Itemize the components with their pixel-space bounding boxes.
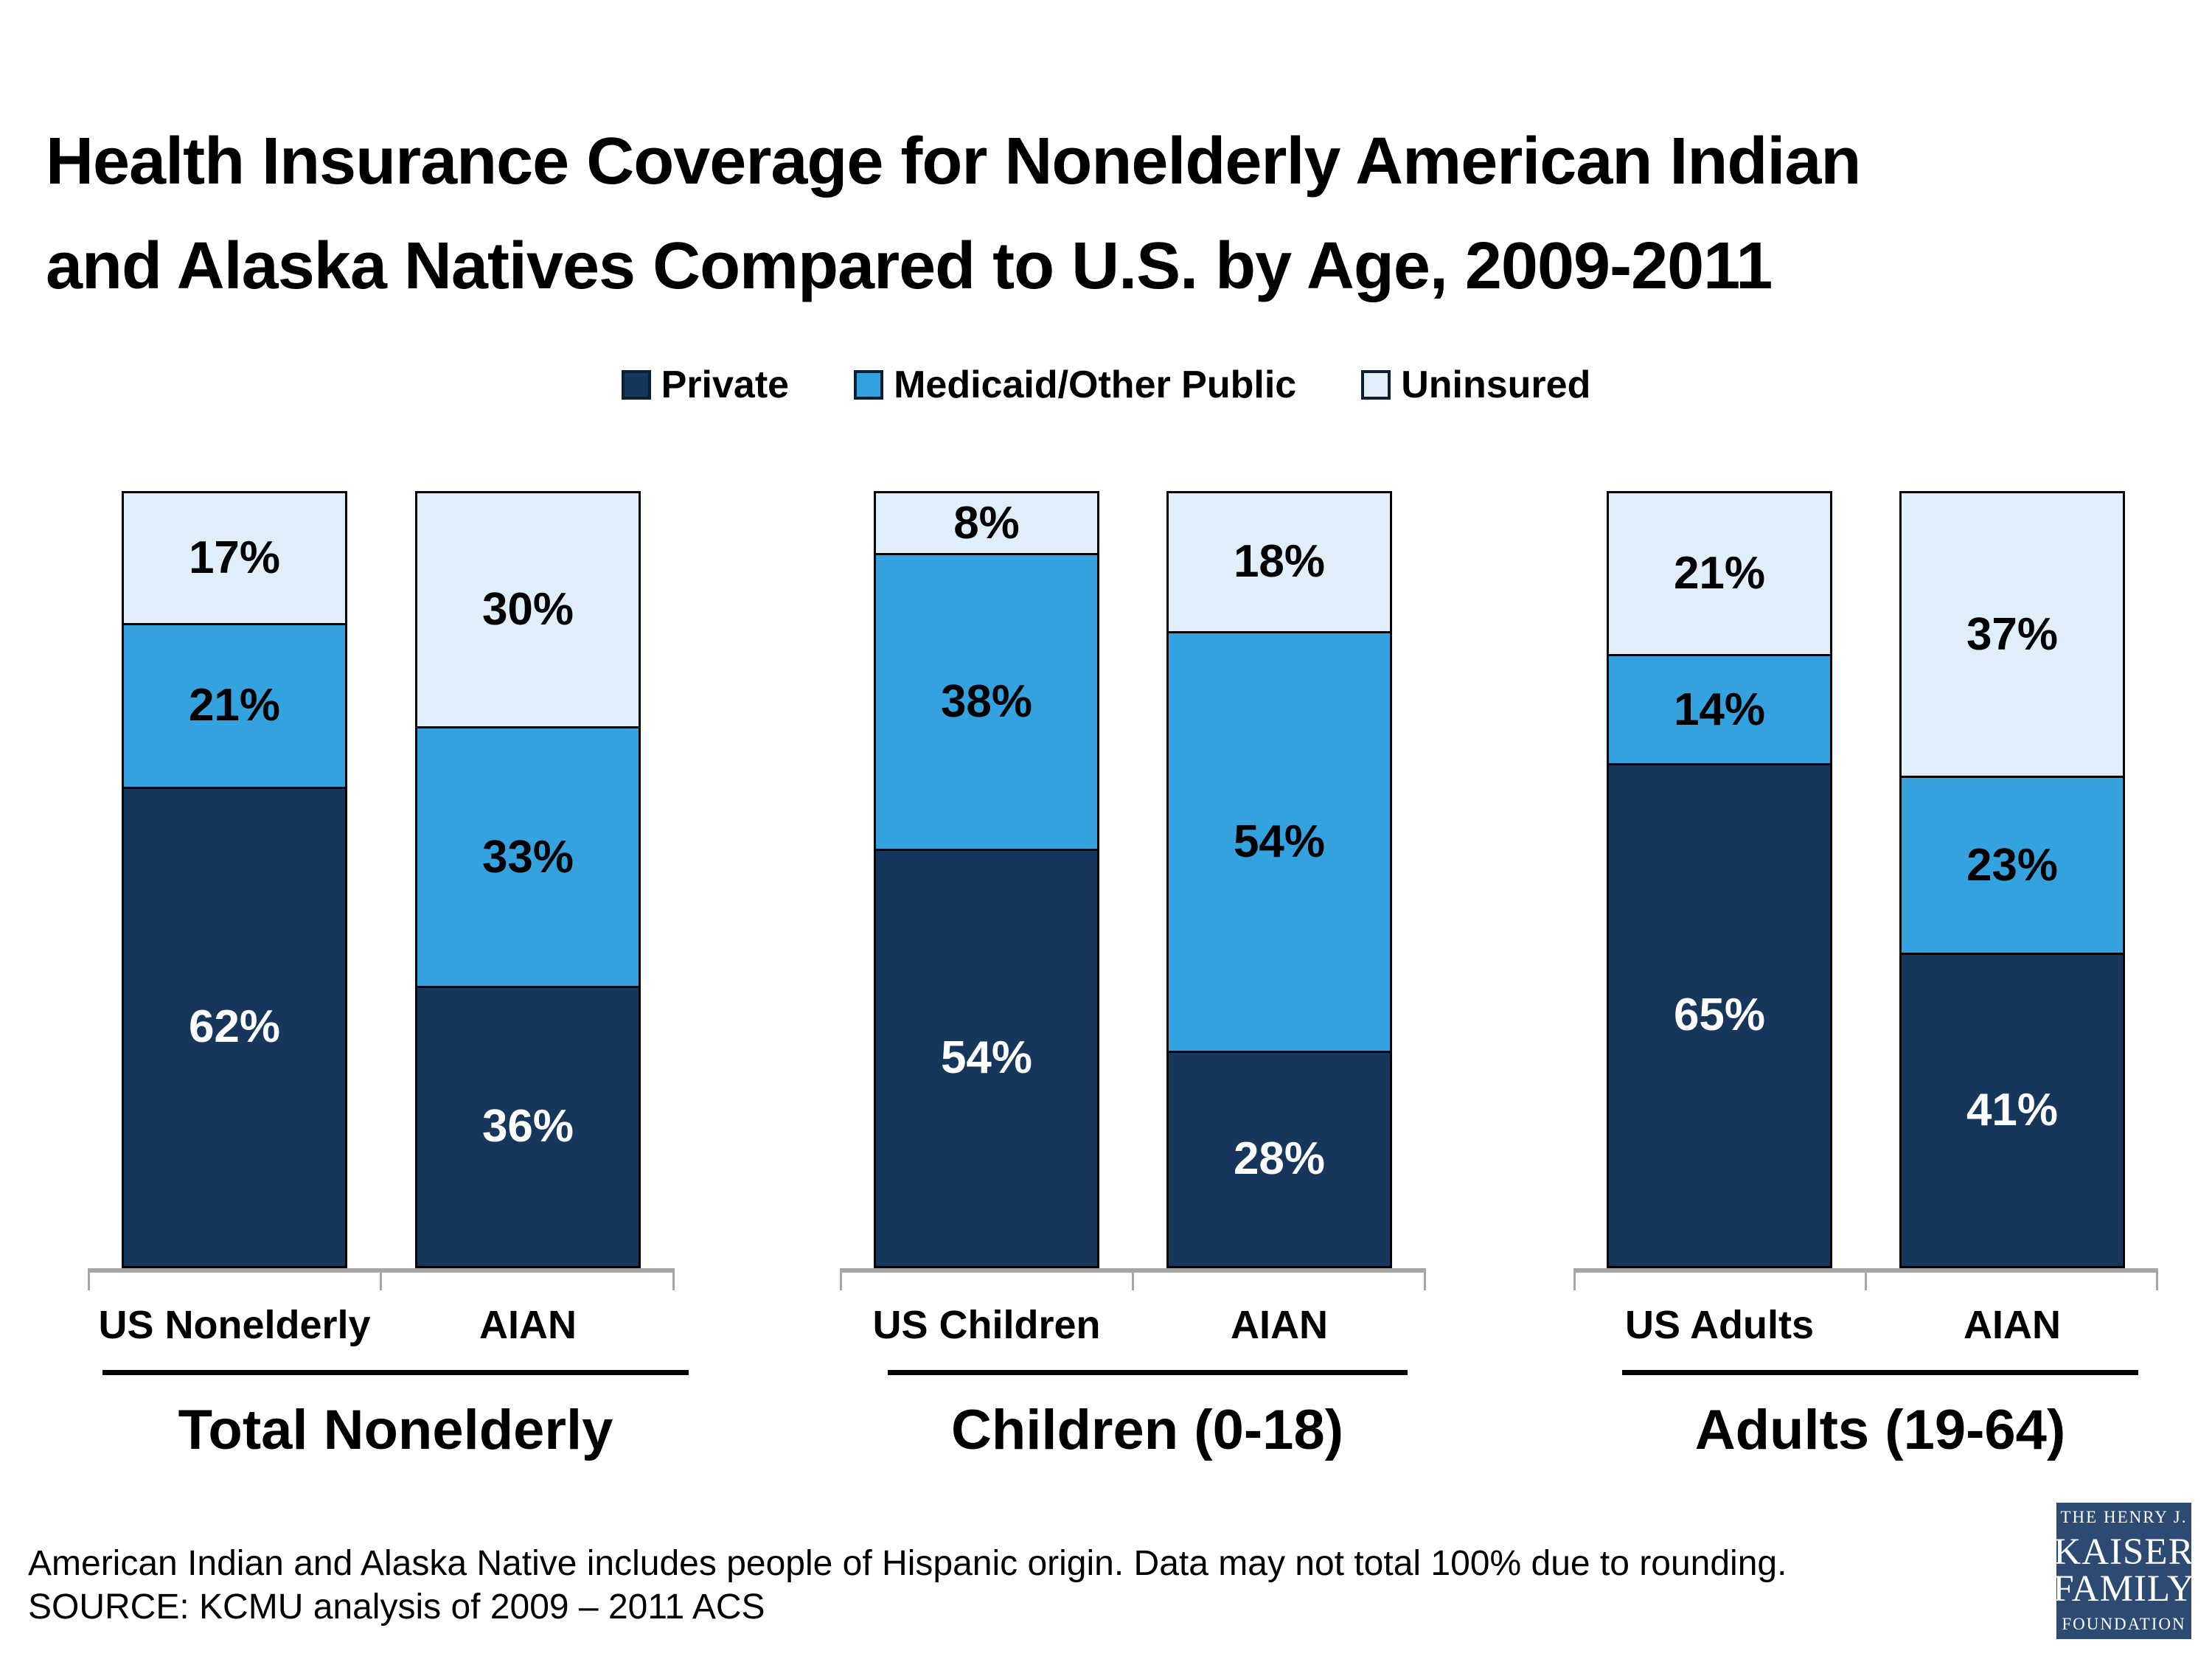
bar-value-label: 23% — [1966, 839, 2059, 891]
bar-segment-uninsured: 17% — [122, 491, 347, 624]
legend: Private Medicaid/Other Public Uninsured — [0, 363, 2212, 407]
bar-segment-uninsured: 30% — [415, 491, 641, 727]
bar-segment-uninsured: 18% — [1166, 491, 1392, 631]
bar-segment-medicaid-other-public: 23% — [1899, 776, 2125, 953]
bar-segment-medicaid-other-public: 54% — [1166, 630, 1392, 1051]
category-label: US Nonelderly — [98, 1303, 371, 1347]
x-axis-tick — [380, 1268, 382, 1290]
group-label: Adults (19-64) — [1694, 1399, 2066, 1461]
bar-value-label: 30% — [481, 584, 574, 636]
category-label: AIAN — [1964, 1303, 2061, 1347]
x-axis-tick — [1131, 1268, 1134, 1290]
bar-segment-private: 65% — [1607, 762, 1832, 1268]
legend-item-1: Medicaid/Other Public — [854, 363, 1296, 407]
bar-segment-private: 28% — [1166, 1050, 1392, 1268]
bar-segment-medicaid-other-public: 14% — [1607, 654, 1832, 763]
x-axis-tick — [672, 1268, 675, 1290]
bar-value-label: 8% — [953, 497, 1020, 549]
bar-value-label: 21% — [188, 680, 281, 731]
legend-swatch-icon — [621, 370, 651, 400]
legend-label: Uninsured — [1401, 364, 1591, 406]
x-axis-tick — [87, 1268, 90, 1290]
logo-text-family: FAMILY — [2053, 1568, 2195, 1610]
category-label: AIAN — [1231, 1303, 1328, 1347]
bar-segment-uninsured: 21% — [1607, 491, 1832, 655]
bar-segment-private: 41% — [1899, 953, 2125, 1268]
footnote-source: SOURCE: KCMU analysis of 2009 – 2011 ACS — [28, 1587, 765, 1627]
bar-value-label: 54% — [1233, 815, 1326, 867]
bar-value-label: 38% — [940, 676, 1033, 728]
footnote-note: American Indian and Alaska Native includ… — [28, 1544, 1787, 1583]
logo-text-foundation: FOUNDATION — [2062, 1615, 2186, 1634]
x-axis-tick — [2155, 1268, 2158, 1290]
bar-value-label: 54% — [940, 1032, 1033, 1084]
legend-label: Medicaid/Other Public — [894, 364, 1297, 406]
bar-segment-medicaid-other-public: 33% — [415, 726, 641, 986]
bar-segment-medicaid-other-public: 38% — [874, 553, 1099, 849]
category-label: US Adults — [1625, 1303, 1814, 1347]
bar-segment-medicaid-other-public: 21% — [122, 623, 347, 787]
group-separator-line — [887, 1370, 1408, 1375]
legend-item-2: Uninsured — [1361, 363, 1590, 407]
bar-value-label: 41% — [1966, 1085, 2059, 1136]
bar-value-label: 17% — [188, 532, 281, 584]
x-axis-tick — [839, 1268, 842, 1290]
bar-segment-private: 54% — [874, 848, 1099, 1268]
bar-value-label: 21% — [1673, 548, 1766, 599]
bar-value-label: 28% — [1233, 1133, 1326, 1185]
bar-value-label: 65% — [1673, 990, 1766, 1041]
group-label: Total Nonelderly — [178, 1399, 613, 1461]
x-axis-tick — [1423, 1268, 1426, 1290]
bar-segment-uninsured: 37% — [1899, 491, 2125, 776]
legend-label: Private — [661, 364, 790, 406]
category-label: AIAN — [479, 1303, 577, 1347]
bar-value-label: 62% — [188, 1001, 281, 1053]
bar-value-label: 33% — [481, 831, 574, 883]
group-label: Children (0-18) — [950, 1399, 1344, 1461]
chart-title: Health Insurance Coverage for Nonelderly… — [46, 125, 1861, 304]
legend-swatch-icon — [1361, 370, 1391, 400]
bar-value-label: 14% — [1673, 684, 1766, 735]
x-axis-tick — [1573, 1268, 1576, 1290]
bar-segment-uninsured: 8% — [874, 491, 1099, 554]
group-separator-line — [102, 1370, 689, 1375]
bar-value-label: 37% — [1966, 608, 2059, 660]
legend-item-0: Private — [621, 363, 790, 407]
bar-segment-private: 62% — [122, 786, 347, 1268]
kff-logo: THE HENRY J. KAISER FAMILY FOUNDATION — [2053, 1503, 2194, 1639]
bar-segment-private: 36% — [415, 985, 641, 1268]
category-label: US Children — [872, 1303, 1101, 1347]
logo-text-henry: THE HENRY J. — [2060, 1507, 2188, 1526]
bar-value-label: 36% — [481, 1101, 574, 1152]
group-separator-line — [1622, 1370, 2138, 1375]
bar-value-label: 18% — [1233, 536, 1326, 588]
logo-text-kaiser: KAISER — [2053, 1531, 2194, 1573]
legend-swatch-icon — [854, 370, 884, 400]
x-axis-tick — [1864, 1268, 1867, 1290]
footnote: American Indian and Alaska Native includ… — [28, 1543, 1787, 1629]
